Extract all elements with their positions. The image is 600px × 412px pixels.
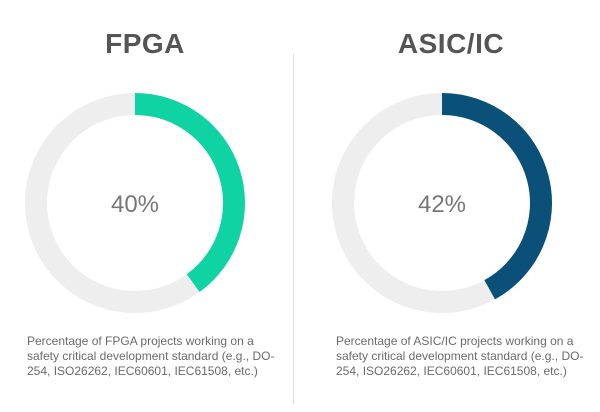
panel-divider: [293, 54, 294, 404]
asic-title: ASIC/IC: [397, 28, 505, 59]
fpga-donut-chart: 40%: [22, 90, 248, 316]
fpga-donut-svg: 40%: [25, 93, 245, 313]
asic-panel: ASIC/IC 42% Percentage of ASIC/IC projec…: [306, 0, 596, 412]
asic-percent-label: 42%: [418, 191, 466, 218]
fpga-percent-label: 40%: [111, 191, 159, 218]
fpga-panel: FPGA 40% Percentage of FPGA projects wor…: [0, 0, 290, 412]
asic-caption: Percentage of ASIC/IC projects working o…: [336, 334, 584, 378]
asic-donut-svg: 42%: [332, 93, 552, 313]
asic-donut-arc: [441, 93, 552, 300]
fpga-donut-arc: [134, 93, 245, 292]
fpga-caption: Percentage of FPGA projects working on a…: [27, 334, 275, 378]
fpga-title: FPGA: [105, 28, 185, 59]
asic-donut-chart: 42%: [329, 90, 555, 316]
